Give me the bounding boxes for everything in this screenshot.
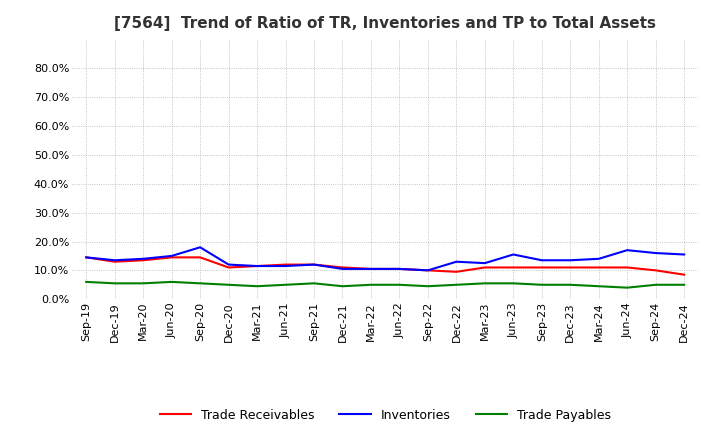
Inventories bbox=[509, 252, 518, 257]
Inventories bbox=[366, 266, 375, 271]
Inventories bbox=[652, 250, 660, 256]
Trade Payables bbox=[167, 279, 176, 285]
Trade Payables bbox=[623, 285, 631, 290]
Trade Receivables bbox=[452, 269, 461, 275]
Line: Trade Receivables: Trade Receivables bbox=[86, 257, 684, 275]
Trade Payables bbox=[480, 281, 489, 286]
Trade Receivables bbox=[595, 265, 603, 270]
Trade Receivables bbox=[225, 265, 233, 270]
Trade Receivables bbox=[680, 272, 688, 277]
Inventories bbox=[82, 255, 91, 260]
Inventories bbox=[167, 253, 176, 259]
Trade Receivables bbox=[196, 255, 204, 260]
Legend: Trade Receivables, Inventories, Trade Payables: Trade Receivables, Inventories, Trade Pa… bbox=[153, 403, 617, 428]
Inventories bbox=[537, 258, 546, 263]
Trade Payables bbox=[366, 282, 375, 287]
Trade Payables bbox=[595, 284, 603, 289]
Trade Receivables bbox=[623, 265, 631, 270]
Trade Payables bbox=[452, 282, 461, 287]
Inventories bbox=[310, 262, 318, 267]
Trade Receivables bbox=[395, 266, 404, 271]
Trade Receivables bbox=[253, 264, 261, 269]
Trade Receivables bbox=[537, 265, 546, 270]
Trade Payables bbox=[537, 282, 546, 287]
Trade Payables bbox=[196, 281, 204, 286]
Trade Receivables bbox=[167, 255, 176, 260]
Trade Payables bbox=[225, 282, 233, 287]
Inventories bbox=[253, 264, 261, 269]
Trade Payables bbox=[282, 282, 290, 287]
Inventories bbox=[623, 248, 631, 253]
Inventories bbox=[480, 260, 489, 266]
Trade Receivables bbox=[480, 265, 489, 270]
Trade Receivables bbox=[282, 262, 290, 267]
Inventories bbox=[680, 252, 688, 257]
Trade Receivables bbox=[566, 265, 575, 270]
Trade Receivables bbox=[110, 259, 119, 264]
Trade Payables bbox=[680, 282, 688, 287]
Inventories bbox=[225, 262, 233, 267]
Trade Payables bbox=[82, 279, 91, 285]
Trade Receivables bbox=[509, 265, 518, 270]
Trade Payables bbox=[566, 282, 575, 287]
Inventories bbox=[423, 268, 432, 273]
Inventories bbox=[282, 264, 290, 269]
Inventories bbox=[395, 266, 404, 271]
Trade Receivables bbox=[310, 262, 318, 267]
Trade Payables bbox=[652, 282, 660, 287]
Trade Payables bbox=[423, 284, 432, 289]
Trade Receivables bbox=[82, 255, 91, 260]
Trade Receivables bbox=[139, 258, 148, 263]
Inventories bbox=[452, 259, 461, 264]
Trade Payables bbox=[110, 281, 119, 286]
Trade Receivables bbox=[366, 266, 375, 271]
Title: [7564]  Trend of Ratio of TR, Inventories and TP to Total Assets: [7564] Trend of Ratio of TR, Inventories… bbox=[114, 16, 656, 32]
Trade Payables bbox=[253, 284, 261, 289]
Inventories bbox=[139, 256, 148, 261]
Inventories bbox=[338, 266, 347, 271]
Line: Trade Payables: Trade Payables bbox=[86, 282, 684, 288]
Trade Payables bbox=[395, 282, 404, 287]
Inventories bbox=[196, 245, 204, 250]
Inventories bbox=[110, 258, 119, 263]
Trade Payables bbox=[310, 281, 318, 286]
Trade Payables bbox=[139, 281, 148, 286]
Inventories bbox=[595, 256, 603, 261]
Trade Payables bbox=[509, 281, 518, 286]
Trade Receivables bbox=[338, 265, 347, 270]
Inventories bbox=[566, 258, 575, 263]
Trade Receivables bbox=[652, 268, 660, 273]
Trade Receivables bbox=[423, 268, 432, 273]
Trade Payables bbox=[338, 284, 347, 289]
Line: Inventories: Inventories bbox=[86, 247, 684, 270]
